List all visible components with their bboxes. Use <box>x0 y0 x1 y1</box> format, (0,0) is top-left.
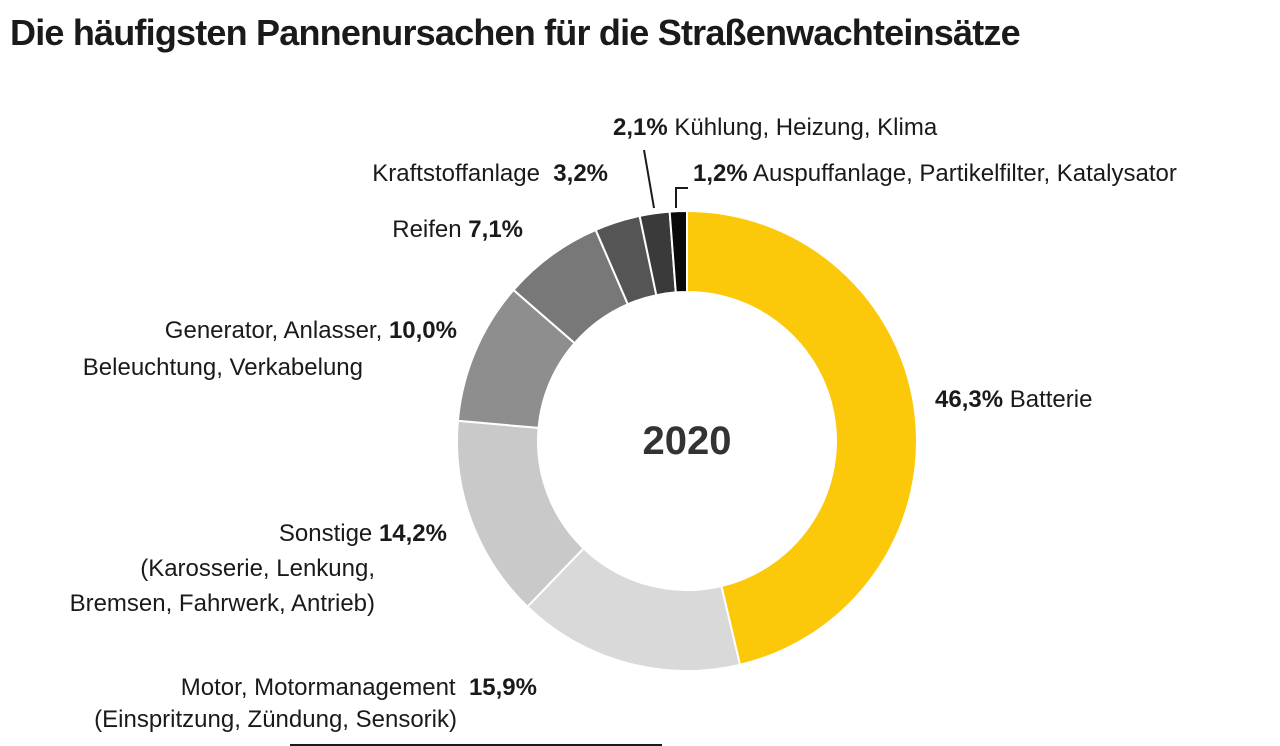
label-generator-line1: Generator, Anlasser, 10,0% <box>164 317 457 344</box>
label-sonstige-line2: (Karosserie, Lenkung, <box>140 555 375 582</box>
label-motor-line2: (Einspritzung, Zündung, Sensorik) <box>94 706 457 733</box>
label-auspuffanlage: 1,2% Auspuffanlage, Partikelfilter, Kata… <box>693 160 1177 187</box>
page-title: Die häufigsten Pannenursachen für die St… <box>10 12 1021 53</box>
bottom-crop-line <box>290 744 662 746</box>
label-reifen: Reifen 7,1% <box>392 216 523 243</box>
leader-line-kuehlung <box>643 149 655 209</box>
donut-segment-1-batterie <box>686 209 918 667</box>
label-kraftstoffanlage: Kraftstoffanlage 3,2% <box>372 160 608 187</box>
label-sonstige-line3: Bremsen, Fahrwerk, Antrieb) <box>69 590 375 617</box>
label-sonstige-line1: Sonstige 14,2% <box>278 520 447 547</box>
label-motor-line1: Motor, Motormanagement 15,9% <box>180 674 537 701</box>
label-kuehlung: 2,1% Kühlung, Heizung, Klima <box>613 114 938 141</box>
leader-line-auspuffanlage <box>675 187 688 208</box>
donut-chart <box>456 209 918 672</box>
label-batterie: 46,3% Batterie <box>935 386 1093 413</box>
label-generator-line2: Beleuchtung, Verkabelung <box>82 354 363 381</box>
donut-segment-8-auspuffanlage <box>668 209 688 294</box>
